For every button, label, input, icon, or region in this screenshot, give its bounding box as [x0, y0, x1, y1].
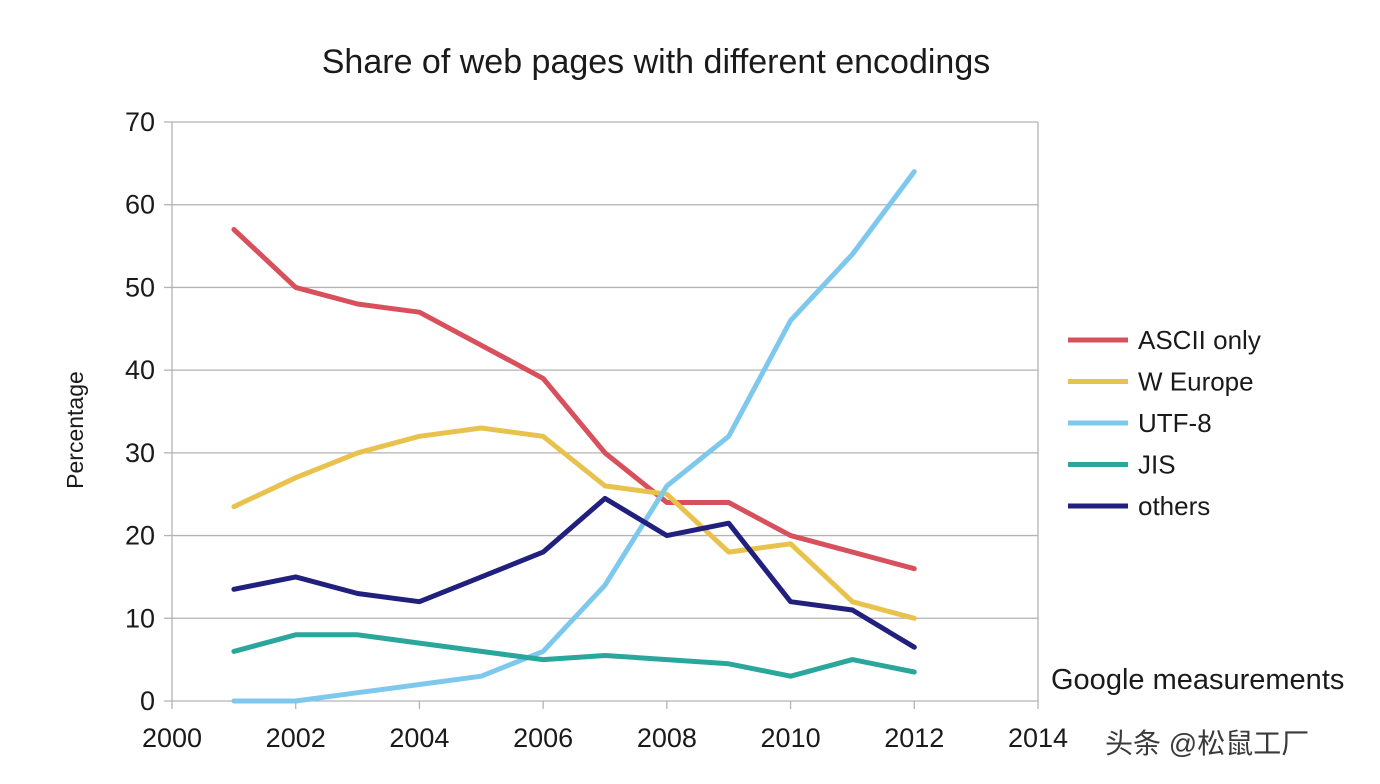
x-tick-label-2014: 2014: [1008, 723, 1068, 753]
legend-label-w-europe: W Europe: [1138, 367, 1254, 397]
series-lines: [231, 169, 917, 704]
legend: ASCII only W Europe UTF-8 JIS others: [1068, 325, 1261, 521]
x-tick-label-2000: 2000: [142, 723, 202, 753]
legend-label-utf-8: UTF-8: [1138, 408, 1212, 438]
y-tick-label-50: 50: [125, 272, 155, 302]
legend-label-others: others: [1138, 491, 1210, 521]
x-tick-label-2002: 2002: [266, 723, 326, 753]
series-line-jis: [231, 632, 917, 679]
series-line-w-europe: [231, 425, 917, 621]
x-tick-label-2012: 2012: [884, 723, 944, 753]
y-tick-label-20: 20: [125, 521, 155, 551]
x-tick-labels: 2000 2002 2004 2006 2008 2010 2012 2014: [142, 723, 1068, 753]
legend-label-jis: JIS: [1138, 450, 1176, 480]
series-line-others: [231, 495, 917, 650]
x-tick-label-2004: 2004: [389, 723, 449, 753]
y-tick-labels: 0 10 20 30 40 50 60 70: [125, 107, 155, 716]
legend-label-ascii-only: ASCII only: [1138, 325, 1261, 355]
y-tick-label-30: 30: [125, 438, 155, 468]
annotation-google-measurements: Google measurements: [1051, 664, 1344, 696]
grid-lines: [164, 121, 1039, 709]
y-tick-label-10: 10: [125, 603, 155, 633]
x-tick-label-2008: 2008: [637, 723, 697, 753]
x-tick-label-2006: 2006: [513, 723, 573, 753]
chart-title: Share of web pages with different encodi…: [322, 43, 990, 81]
x-tick-label-2010: 2010: [761, 723, 821, 753]
y-tick-label-70: 70: [125, 107, 155, 137]
series-line-ascii-only: [231, 227, 917, 572]
y-axis-label: Percentage: [62, 371, 88, 489]
y-tick-label-40: 40: [125, 355, 155, 385]
watermark: 头条 @松鼠工厂: [1105, 728, 1309, 759]
y-tick-label-0: 0: [140, 686, 155, 716]
y-tick-label-60: 60: [125, 190, 155, 220]
series-line-utf-8: [231, 169, 917, 704]
